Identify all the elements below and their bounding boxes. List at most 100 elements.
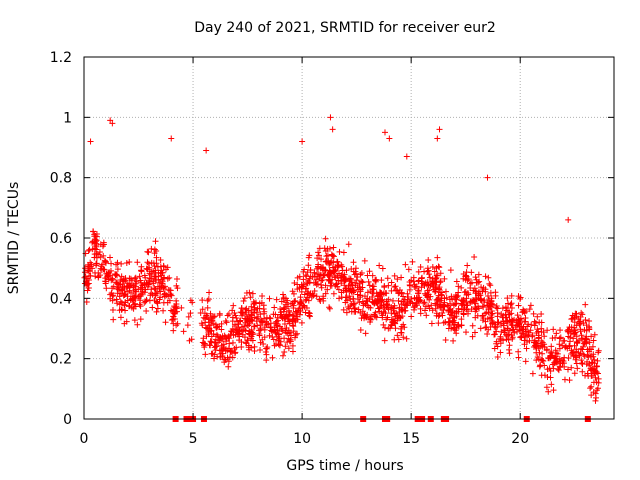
data-point (260, 341, 267, 348)
data-point (301, 266, 308, 273)
data-point (116, 293, 123, 300)
grid-lines (84, 57, 614, 419)
data-point (592, 374, 599, 381)
data-point (208, 327, 215, 334)
data-point (109, 120, 116, 127)
data-point (168, 135, 175, 142)
x-tick-label: 0 (80, 431, 89, 447)
data-point (367, 304, 374, 311)
data-point (211, 313, 218, 320)
data-point (173, 275, 180, 282)
data-point (251, 300, 258, 307)
data-point (493, 303, 500, 310)
data-point (327, 280, 334, 287)
data-point (222, 345, 229, 352)
data-point (397, 314, 404, 321)
data-point (437, 279, 444, 286)
data-point (291, 334, 298, 341)
data-point (471, 329, 478, 336)
data-point (139, 290, 146, 297)
data-point (357, 327, 364, 334)
data-point (471, 285, 478, 292)
data-point (453, 310, 460, 317)
data-point (421, 299, 428, 306)
data-point (595, 375, 602, 382)
data-point (319, 266, 326, 273)
data-point (535, 345, 542, 352)
data-point (85, 284, 92, 291)
data-point (473, 289, 480, 296)
data-point (114, 285, 121, 292)
data-point (131, 317, 138, 324)
data-point (253, 309, 260, 316)
data-point (532, 339, 539, 346)
data-point (342, 299, 349, 306)
data-point (402, 307, 409, 314)
data-point (225, 363, 232, 370)
data-point (257, 316, 264, 323)
data-point (297, 300, 304, 307)
data-point (448, 325, 455, 332)
data-point (213, 324, 220, 331)
y-axis-label: SRMTID / TECUs (6, 182, 22, 295)
data-point (102, 258, 109, 265)
data-point (384, 275, 391, 282)
data-point (298, 298, 305, 305)
data-point (417, 305, 424, 312)
data-point (286, 311, 293, 318)
data-point (85, 247, 92, 254)
data-point (324, 286, 331, 293)
data-point (130, 297, 137, 304)
data-point (336, 248, 343, 255)
data-point (357, 292, 364, 299)
data-point (168, 307, 175, 314)
data-point (149, 304, 156, 311)
data-point (443, 294, 450, 301)
data-point (354, 291, 361, 298)
data-point (114, 259, 121, 266)
data-point (145, 260, 152, 267)
data-point (582, 301, 589, 308)
data-point (498, 320, 505, 327)
data-point (223, 338, 230, 345)
data-point (517, 327, 524, 334)
data-point (249, 317, 256, 324)
data-point (394, 276, 401, 283)
data-point (376, 262, 383, 269)
x-tick-label: 20 (511, 431, 529, 447)
data-point (232, 323, 239, 330)
data-point (151, 297, 158, 304)
data-point (225, 358, 232, 365)
data-point (487, 324, 494, 331)
data-point (373, 276, 380, 283)
data-point (505, 331, 512, 338)
data-point (347, 281, 354, 288)
data-point (370, 290, 377, 297)
data-point (326, 273, 333, 280)
data-point (485, 274, 492, 281)
data-point (356, 280, 363, 287)
data-point (422, 290, 429, 297)
data-point (141, 281, 148, 288)
data-point (388, 322, 395, 329)
data-point (381, 324, 388, 331)
data-point (504, 325, 511, 332)
data-point (113, 296, 120, 303)
data-point (291, 298, 298, 305)
data-point (579, 346, 586, 353)
data-point (123, 259, 130, 266)
data-point (489, 320, 496, 327)
data-point (188, 336, 195, 343)
data-point (571, 370, 578, 377)
data-point (152, 273, 159, 280)
data-point (555, 367, 562, 374)
data-point (324, 245, 331, 252)
data-point (114, 272, 121, 279)
data-point (100, 241, 107, 248)
data-point (489, 310, 496, 317)
data-point (136, 273, 143, 280)
data-point (514, 312, 521, 319)
data-point (204, 304, 211, 311)
data-point (311, 269, 318, 276)
data-point (224, 354, 231, 361)
